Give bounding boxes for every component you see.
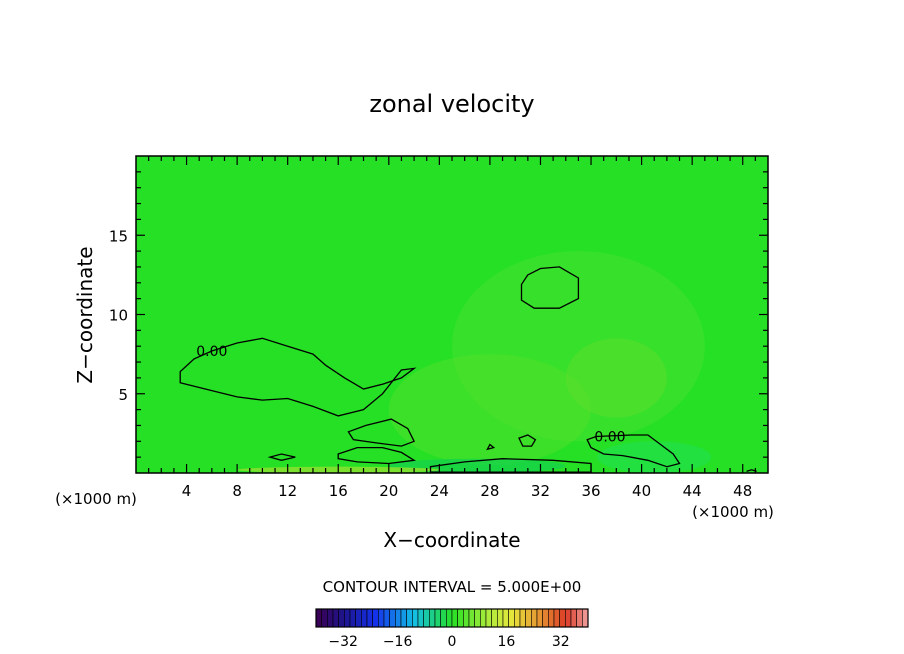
colorbar-cell [508,608,515,628]
shading-region-2 [565,338,667,418]
colorbar-cell [400,608,407,628]
colorbar-cell [429,608,436,628]
colorbar-cell [582,608,589,628]
x-tick-label: 16 [329,482,348,500]
contour-line-6 [518,434,537,447]
colorbar-ticks: −32 −16 0 16 32 [328,634,569,650]
x-tick-label: 20 [379,482,398,500]
colorbar-cell [327,608,334,628]
colorbar-cell [406,608,413,628]
x-tick-label: 24 [430,482,449,500]
y-axis: 5 10 15 [109,171,768,458]
colorbar-cell [440,608,447,628]
colorbar-cell [321,608,328,628]
x-tick-label: 4 [182,482,192,500]
colorbar-cell [383,608,390,628]
colorbar [315,608,589,628]
x-tick-label: 44 [683,482,702,500]
colorbar-cell [355,608,362,628]
x-tick-label: 12 [278,482,297,500]
colorbar-cell [468,608,475,628]
colorbar-cell [378,608,385,628]
contour-labels: 0.00 0.00 [196,344,625,446]
colorbar-cell [361,608,368,628]
colorbar-cell [497,608,504,628]
contour-line-0 [179,337,417,417]
contour-line-4 [347,418,416,447]
colorbar-cell [531,608,538,628]
colorbar-cell [395,608,402,628]
contour-line-1 [520,266,580,309]
x-tick-label: 8 [232,482,242,500]
shading-region-3 [597,441,712,473]
chart-title: zonal velocity [369,90,534,118]
colorbar-cell [525,608,532,628]
colorbar-cell [332,608,339,628]
colorbar-tick-label: 16 [497,634,515,650]
x-unit-right: (×1000 m) [692,503,774,521]
contour-label-1: 0.00 [594,430,625,446]
y-tick-label: 5 [118,386,128,404]
colorbar-cell [315,608,322,628]
colorbar-cell [423,608,430,628]
colorbar-cell [366,608,373,628]
colorbar-cell [536,608,543,628]
y-tick-label: 10 [109,307,128,325]
x-tick-label: 48 [733,482,752,500]
colorbar-cell [349,608,356,628]
contour-line-8 [486,443,496,451]
colorbar-cell [474,608,481,628]
colorbar-cell [457,608,464,628]
colorbar-cell [502,608,509,628]
colorbar-cell [553,608,560,628]
colorbar-cell [570,608,577,628]
contour-line-2 [586,434,681,468]
colorbar-cell [389,608,396,628]
colorbar-cell [480,608,487,628]
colorbar-tick-label: −16 [383,634,413,650]
colorbar-cell [565,608,572,628]
contour-label-0: 0.00 [196,344,227,360]
colorbar-cell [451,608,458,628]
colorbar-cell [412,608,419,628]
contour-interval: CONTOUR INTERVAL = 5.000E+00 [323,578,582,596]
colorbar-tick-label: 32 [552,634,570,650]
contour-line-7 [267,453,296,461]
colorbar-cell [463,608,470,628]
x-tick-label: 32 [531,482,550,500]
colorbar-cell [417,608,424,628]
plot-area: 0.00 0.00 [135,155,769,474]
x-tick-label: 28 [480,482,499,500]
x-tick-label: 36 [581,482,600,500]
colorbar-cell [514,608,521,628]
shading-region-1 [388,354,592,466]
contour-line-3 [337,446,416,465]
colorbar-cell [519,608,526,628]
colorbar-cell [434,608,441,628]
colorbar-cell [576,608,583,628]
colorbar-cell [485,608,492,628]
contour-line-5 [429,458,592,473]
colorbar-cell [338,608,345,628]
y-tick-label: 15 [109,227,128,245]
x-unit-left: (×1000 m) [55,490,137,508]
x-tick-label: 40 [632,482,651,500]
x-axis: 4 8 12 16 20 24 28 32 36 40 44 48 [148,156,756,500]
colorbar-tick-label: 0 [448,634,457,650]
colorbar-cell [372,608,379,628]
colorbar-tick-label: −32 [328,634,358,650]
colorbar-frame [315,608,589,628]
colorbar-cell [344,608,351,628]
colorbar-cell [559,608,566,628]
colorbar-cell [446,608,453,628]
colorbar-cell [542,608,549,628]
colorbar-cell [491,608,498,628]
x-axis-label: X−coordinate [383,528,520,552]
y-axis-label: Z−coordinate [73,246,97,383]
colorbar-cell [548,608,555,628]
